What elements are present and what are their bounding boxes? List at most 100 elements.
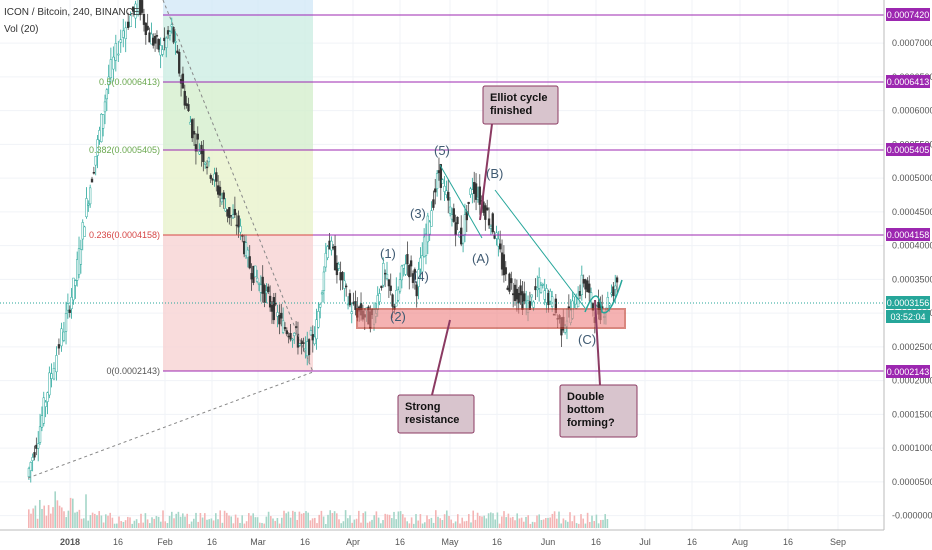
volume-bar: [331, 513, 334, 528]
volume-bar: [267, 511, 270, 528]
candle-body: [341, 272, 344, 281]
y-tick-label: 0.0004500: [892, 207, 932, 217]
candle-body: [461, 235, 465, 244]
volume-bar: [248, 513, 250, 528]
volume-bar: [580, 514, 582, 528]
candle-body: [98, 130, 101, 141]
callout-double-bottom: Double bottom forming?: [559, 299, 638, 438]
volume-bar: [32, 508, 34, 528]
candle-body: [350, 311, 353, 314]
volume-bar: [325, 523, 327, 528]
candle-body: [400, 265, 404, 281]
volume-bar: [481, 516, 483, 528]
volume-bar: [219, 510, 221, 528]
level-tag-3: [886, 228, 930, 241]
volume-bar: [74, 512, 76, 528]
candle-body: [474, 183, 478, 200]
candle-body: [122, 30, 125, 38]
candle-body: [343, 280, 346, 289]
wave-label-5: (5): [434, 143, 450, 158]
y-tick-label: 0.0002000: [892, 376, 932, 386]
volume-bar: [276, 518, 279, 528]
candle-body: [309, 330, 313, 336]
volume-bar: [380, 523, 382, 528]
volume-bar: [553, 511, 556, 528]
volume-bar: [600, 519, 602, 528]
candle-body: [610, 292, 613, 295]
candle-body: [304, 348, 307, 350]
candle-body: [124, 27, 127, 40]
level-tag-2-text: 0.0005405: [887, 145, 930, 155]
y-tick-label: 0.0003500: [892, 274, 932, 284]
trendline-b-c: [494, 189, 586, 309]
candle-body: [315, 319, 318, 340]
volume-bar: [336, 513, 338, 528]
level-tag-0: [886, 8, 930, 21]
candle-body: [170, 24, 173, 27]
level-tag-4: [886, 365, 930, 378]
candle-body: [189, 121, 192, 125]
candle-body: [181, 73, 185, 89]
candle-body: [29, 462, 32, 471]
volume-bar: [538, 514, 540, 528]
volume-bar: [118, 516, 120, 528]
volume-bar: [129, 517, 131, 528]
candle-body: [255, 277, 259, 282]
volume-bar: [454, 521, 457, 528]
candle-body: [428, 221, 431, 235]
candle-body: [612, 286, 615, 297]
candle-body: [515, 288, 519, 300]
candle-body: [285, 330, 288, 335]
svg-text:resistance: resistance: [405, 414, 459, 426]
wave-label-c: (C): [578, 332, 596, 347]
candle-body: [532, 301, 535, 308]
volume-bar: [470, 522, 472, 528]
y-tick-label: 0.0004000: [892, 241, 932, 251]
candle-body: [134, 3, 137, 19]
candle-body: [426, 215, 429, 243]
volume-bar: [558, 511, 560, 528]
candle-body: [244, 242, 248, 256]
volume-bar: [208, 519, 210, 528]
volume-bar: [28, 509, 30, 528]
volume-bar: [230, 516, 232, 528]
x-tick-label: 2018: [60, 537, 80, 547]
candle-body: [222, 192, 225, 200]
volume-bar: [549, 517, 551, 528]
candle-body: [434, 188, 437, 193]
volume-bar: [606, 519, 609, 528]
candle-body: [101, 114, 105, 129]
candle-body: [497, 238, 500, 247]
volume-bar: [483, 515, 485, 528]
candle-body: [380, 285, 383, 289]
volume-bar: [351, 522, 353, 528]
volume-bar: [556, 518, 558, 528]
fib-label-0382: 0.382(0.0005405): [89, 145, 160, 155]
x-tick-label: Jul: [639, 537, 651, 547]
volume-bar: [421, 523, 424, 528]
volume-bar: [531, 521, 534, 528]
volume-bar: [47, 505, 50, 528]
volume-bar: [476, 512, 479, 528]
volume-bar: [83, 518, 85, 528]
volume-bar: [296, 519, 298, 528]
volume-bar: [263, 523, 265, 528]
volume-bar: [358, 510, 360, 528]
candle-body: [248, 256, 251, 269]
candle-body: [330, 240, 333, 251]
candle-body: [567, 306, 570, 309]
volume-bar: [441, 520, 444, 528]
volume-bar: [102, 522, 105, 528]
volume-bar: [89, 515, 92, 528]
volume-bar: [217, 519, 219, 528]
volume-bar: [329, 510, 331, 528]
candle-body: [409, 260, 413, 267]
volume-bar: [294, 511, 296, 528]
volume-bar: [197, 521, 199, 528]
candle-body: [506, 287, 509, 290]
candle-body: [274, 302, 277, 305]
candle-body: [376, 295, 379, 310]
x-tick-label: 16: [113, 537, 123, 547]
y-tick-label: 0.0000500: [892, 477, 932, 487]
candle-body: [382, 263, 385, 286]
